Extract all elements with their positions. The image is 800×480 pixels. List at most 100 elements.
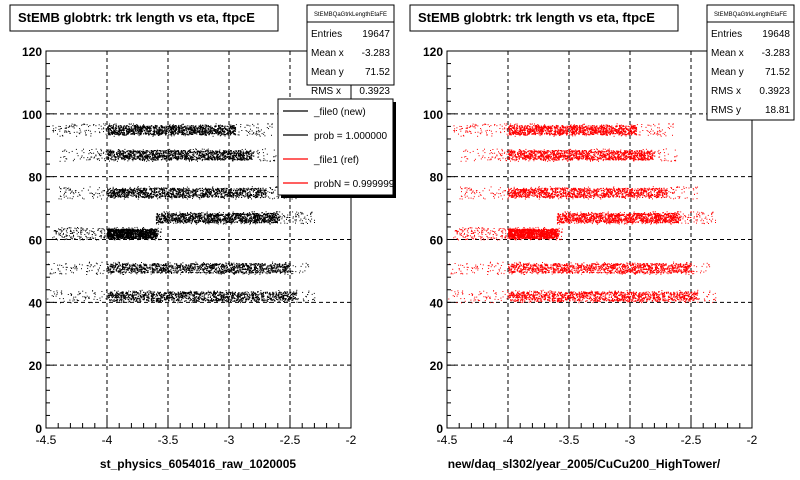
scatter-point <box>129 156 131 158</box>
scatter-point <box>123 127 125 129</box>
scatter-point <box>271 192 272 194</box>
scatter-point <box>145 133 147 135</box>
scatter-point <box>94 131 96 133</box>
scatter-point <box>204 159 206 161</box>
scatter-point <box>189 158 191 160</box>
scatter-point <box>242 150 244 152</box>
scatter-point <box>258 152 260 153</box>
scatter-point <box>194 132 196 135</box>
scatter-point <box>173 213 175 215</box>
scatter-point <box>215 216 217 218</box>
scatter-point <box>172 155 174 157</box>
scatter-point <box>264 190 266 192</box>
scatter-point <box>165 132 167 134</box>
scatter-point <box>129 153 132 156</box>
scatter-point <box>179 130 181 132</box>
scatter-point <box>185 133 187 135</box>
scatter-point <box>241 221 243 224</box>
scatter-point <box>120 193 122 196</box>
scatter-point <box>172 213 174 215</box>
scatter-point <box>144 155 146 158</box>
scatter-point <box>174 157 176 159</box>
scatter-point <box>264 219 266 221</box>
scatter-point <box>187 212 188 214</box>
scatter-point <box>217 151 219 153</box>
scatter-point <box>157 217 159 219</box>
scatter-point <box>165 187 167 189</box>
scatter-point <box>191 130 193 132</box>
scatter-point <box>221 196 223 198</box>
scatter-point <box>85 134 87 136</box>
scatter-point <box>157 132 159 134</box>
scatter-point <box>148 134 150 136</box>
scatter-point <box>213 217 215 219</box>
scatter-point <box>188 127 190 129</box>
scatter-point <box>246 217 248 219</box>
scatter-point <box>94 194 95 196</box>
scatter-point <box>198 154 201 156</box>
scatter-point <box>187 220 189 222</box>
scatter-point <box>197 194 199 196</box>
scatter-point <box>242 221 244 223</box>
scatter-point <box>63 150 65 152</box>
scatter-point <box>139 188 141 190</box>
scatter-point <box>216 155 218 157</box>
scatter-point <box>242 157 244 159</box>
scatter-point <box>186 193 188 195</box>
scatter-point <box>234 128 236 130</box>
scatter-point <box>70 229 71 231</box>
scatter-point <box>164 155 166 157</box>
scatter-point <box>169 190 171 192</box>
scatter-point <box>119 190 121 192</box>
scatter-point <box>177 151 180 153</box>
scatter-point <box>158 133 160 135</box>
scatter-point <box>246 193 248 195</box>
scatter-point <box>147 154 150 156</box>
scatter-point <box>165 129 167 131</box>
scatter-point <box>201 134 204 136</box>
scatter-point <box>175 129 178 131</box>
scatter-point <box>115 124 117 127</box>
scatter-point <box>130 154 132 156</box>
scatter-point <box>151 188 153 190</box>
scatter-point <box>248 212 250 214</box>
scatter-point <box>145 127 147 130</box>
scatter-point <box>142 194 144 196</box>
scatter-point <box>132 157 134 159</box>
scatter-point <box>144 193 146 195</box>
scatter-point <box>181 154 183 156</box>
scatter-point <box>195 189 197 191</box>
scatter-point <box>201 156 203 159</box>
scatter-point <box>133 133 135 135</box>
scatter-point <box>174 155 177 157</box>
scatter-point <box>205 193 207 195</box>
scatter-point <box>267 218 269 221</box>
scatter-point <box>136 193 138 195</box>
scatter-point <box>245 190 247 192</box>
scatter-point <box>211 153 213 155</box>
scatter-point <box>143 191 145 193</box>
scatter-point <box>148 186 150 188</box>
scatter-point <box>233 155 235 157</box>
scatter-point <box>196 151 198 153</box>
scatter-point <box>177 159 179 161</box>
scatter-point <box>220 132 222 134</box>
scatter-point <box>243 189 245 191</box>
scatter-point <box>219 124 221 126</box>
scatter-point <box>150 195 153 197</box>
scatter-point <box>182 192 185 194</box>
scatter-point <box>105 153 107 155</box>
scatter-point <box>53 236 55 238</box>
scatter-point <box>201 129 203 131</box>
scatter-point <box>168 132 170 134</box>
scatter-point <box>172 219 174 220</box>
scatter-point <box>310 213 312 215</box>
scatter-point <box>163 188 165 191</box>
scatter-point <box>167 150 169 152</box>
scatter-point <box>115 126 117 128</box>
scatter-point <box>138 155 140 157</box>
scatter-point <box>242 218 244 220</box>
scatter-point <box>132 129 134 131</box>
scatter-point <box>172 131 174 133</box>
scatter-point <box>64 127 66 129</box>
